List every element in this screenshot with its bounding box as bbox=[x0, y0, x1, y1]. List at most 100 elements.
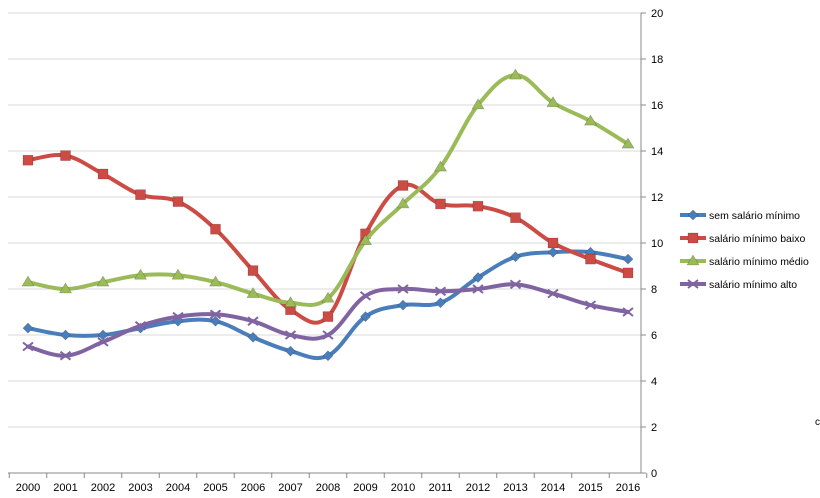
data-point-stroke bbox=[134, 321, 147, 331]
data-point-stroke bbox=[209, 309, 222, 320]
data-point bbox=[547, 237, 559, 249]
data-point bbox=[22, 341, 34, 352]
data-point-stroke bbox=[359, 291, 372, 301]
series-0 bbox=[22, 246, 634, 362]
data-point bbox=[584, 300, 597, 310]
data-point bbox=[472, 272, 484, 283]
y-tick-label: 6 bbox=[651, 330, 657, 342]
data-point bbox=[135, 189, 146, 200]
data-point bbox=[247, 265, 259, 276]
x-tick-label: 2011 bbox=[429, 482, 453, 494]
x-tick-label: 2003 bbox=[128, 482, 152, 494]
legend-label: salário mínimo baixo bbox=[709, 233, 805, 245]
data-point bbox=[246, 287, 260, 298]
legend: sem salário mínimo salário mínimo baixo sa… bbox=[680, 209, 809, 291]
data-point bbox=[172, 196, 184, 207]
data-point bbox=[96, 275, 110, 287]
data-point bbox=[510, 251, 521, 263]
data-point bbox=[435, 297, 446, 309]
data-point bbox=[433, 160, 448, 172]
data-point bbox=[622, 267, 634, 279]
data-point bbox=[472, 200, 484, 212]
data-point bbox=[321, 291, 335, 303]
x-tick-label: 2002 bbox=[91, 482, 115, 494]
x-tick-label: 2016 bbox=[616, 482, 640, 494]
data-point bbox=[585, 253, 596, 265]
x-tick-label: 2007 bbox=[278, 482, 302, 494]
data-point bbox=[22, 322, 34, 334]
gridlines bbox=[8, 12, 641, 428]
series-3 bbox=[22, 279, 634, 361]
data-point bbox=[285, 345, 296, 357]
y-axis-tick-labels: 0 2 4 6 8 10 12 14 16 18 20 bbox=[651, 8, 663, 480]
data-point bbox=[622, 307, 634, 317]
data-point bbox=[547, 288, 559, 299]
data-point-stroke bbox=[59, 350, 72, 361]
x-tick-label: 2013 bbox=[503, 482, 527, 494]
y-tick-label: 2 bbox=[651, 422, 657, 434]
data-point bbox=[208, 275, 223, 287]
x-tick-label: 2005 bbox=[203, 482, 227, 494]
data-point-stroke bbox=[509, 279, 522, 290]
y-tick-label: 18 bbox=[651, 54, 663, 66]
data-point bbox=[622, 253, 634, 265]
y-tick-label: 20 bbox=[651, 8, 663, 20]
data-point bbox=[471, 98, 485, 110]
x-tick-label: 2010 bbox=[391, 482, 415, 494]
legend-item-2: salário mínimo médio bbox=[680, 254, 809, 268]
data-point bbox=[59, 350, 72, 361]
legend-label: salário mínimo alto bbox=[709, 279, 797, 291]
x-tick-label: 2000 bbox=[16, 482, 40, 494]
data-point bbox=[434, 286, 447, 297]
y-tick-label: 8 bbox=[651, 284, 657, 296]
y-tick-label: 10 bbox=[651, 238, 663, 250]
axes bbox=[8, 12, 648, 478]
y-tick-label: 4 bbox=[651, 376, 657, 388]
x-tick-label: 2009 bbox=[353, 482, 377, 494]
data-point bbox=[360, 311, 371, 323]
data-point-stroke bbox=[584, 300, 597, 310]
data-point-stroke bbox=[97, 337, 109, 347]
data-point bbox=[508, 68, 523, 80]
y-tick-label: 12 bbox=[651, 192, 663, 204]
data-point bbox=[359, 291, 372, 301]
data-point bbox=[435, 198, 446, 210]
data-point bbox=[210, 315, 221, 327]
data-point bbox=[97, 168, 109, 180]
legend-label: sem salário mínimo bbox=[709, 210, 800, 222]
data-point-stroke bbox=[687, 279, 699, 289]
y-tick-label: 14 bbox=[651, 146, 663, 158]
data-point-stroke bbox=[322, 330, 334, 340]
data-point bbox=[621, 137, 635, 149]
data-point bbox=[358, 234, 373, 245]
data-point bbox=[686, 254, 700, 266]
data-point bbox=[583, 114, 598, 126]
series-1 bbox=[22, 150, 634, 325]
data-point bbox=[60, 150, 71, 161]
data-point bbox=[509, 279, 522, 290]
data-point bbox=[472, 284, 484, 294]
data-point bbox=[22, 154, 34, 166]
data-point-stroke bbox=[172, 311, 184, 322]
data-point bbox=[247, 316, 259, 326]
y-tick-label: 0 bbox=[651, 468, 657, 480]
data-point bbox=[247, 331, 259, 343]
series-group bbox=[21, 68, 635, 362]
data-point-stroke bbox=[547, 288, 559, 299]
data-point-stroke bbox=[284, 330, 297, 340]
data-point bbox=[60, 329, 71, 341]
truncated-label: c bbox=[815, 417, 820, 428]
data-point-stroke bbox=[22, 341, 34, 352]
data-point bbox=[322, 350, 334, 362]
x-tick-label: 2015 bbox=[578, 482, 602, 494]
data-point-stroke bbox=[472, 284, 484, 294]
data-point bbox=[171, 268, 185, 280]
data-point bbox=[396, 197, 410, 209]
data-point bbox=[283, 296, 298, 308]
data-point-stroke bbox=[434, 286, 447, 297]
data-point bbox=[133, 268, 148, 280]
series-line bbox=[26, 249, 630, 361]
x-axis-tick-labels: 2000 2001 2002 2003 2004 2005 2006 2007 2008 2009… bbox=[16, 482, 640, 494]
data-point bbox=[210, 223, 221, 235]
